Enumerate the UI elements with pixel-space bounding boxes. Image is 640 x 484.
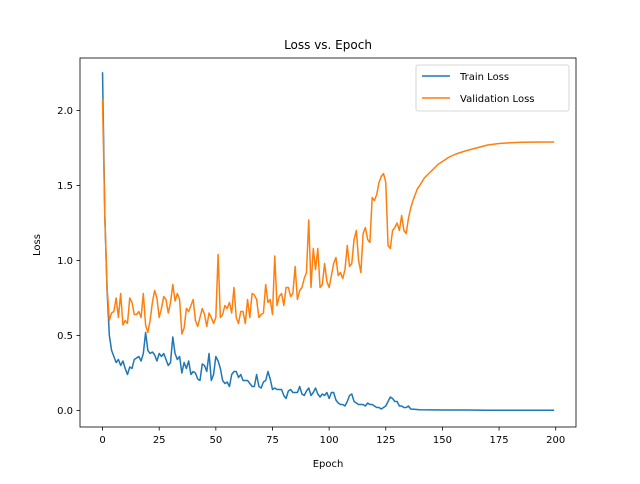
x-tick-label: 25 (153, 435, 166, 446)
x-axis-label: Epoch (313, 459, 344, 470)
plot-area: 0 25 50 75 100 125 150 175 200 0.0 0.5 1.0 1.5 2.0 (57, 57, 577, 446)
y-axis-label: Loss (32, 234, 43, 256)
series-line-validation-loss (101, 99, 555, 335)
legend-box (415, 64, 570, 112)
series-line-train-loss (101, 72, 555, 411)
x-tick-label: 150 (433, 435, 452, 446)
axes-frame (79, 57, 577, 428)
x-tick-label: 100 (320, 435, 339, 446)
y-tick-label: 2.0 (57, 106, 73, 117)
y-tick-label: 0.5 (57, 331, 73, 342)
x-tick-label: 50 (209, 435, 222, 446)
chart-title: Loss vs. Epoch (284, 38, 372, 52)
x-tick-label: 0 (99, 435, 105, 446)
y-tick-label: 1.0 (57, 256, 73, 267)
legend-label-train-loss: Train Loss (459, 72, 509, 83)
x-tick-label: 75 (266, 435, 279, 446)
x-tick-label: 175 (490, 435, 509, 446)
legend: Train Loss Validation Loss (415, 64, 570, 112)
legend-label-validation-loss: Validation Loss (460, 94, 535, 105)
x-tick-label: 125 (376, 435, 395, 446)
x-tick-label: 200 (546, 435, 565, 446)
y-tick-label: 0.0 (57, 406, 73, 417)
y-tick-label: 1.5 (57, 181, 73, 192)
